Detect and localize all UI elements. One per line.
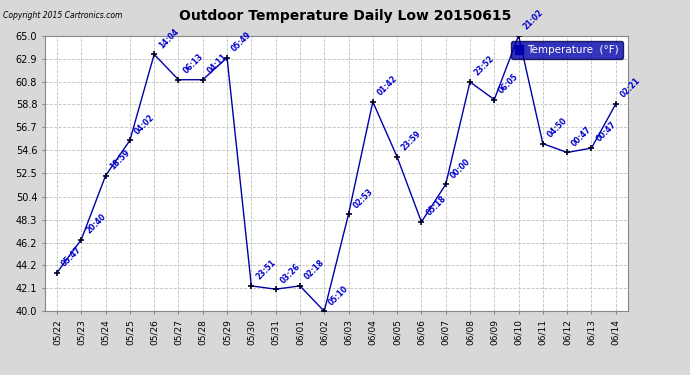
Text: 06:05: 06:05 bbox=[497, 72, 520, 95]
Text: 23:59: 23:59 bbox=[400, 129, 423, 153]
Text: 04:02: 04:02 bbox=[132, 113, 156, 136]
Text: 04:11: 04:11 bbox=[206, 52, 229, 75]
Text: 00:00: 00:00 bbox=[448, 157, 472, 180]
Text: 04:50: 04:50 bbox=[546, 116, 569, 140]
Text: 14:04: 14:04 bbox=[157, 27, 180, 50]
Text: 21:02: 21:02 bbox=[522, 8, 545, 32]
Text: Copyright 2015 Cartronics.com: Copyright 2015 Cartronics.com bbox=[3, 11, 123, 20]
Text: 18:59: 18:59 bbox=[108, 148, 132, 171]
Text: 00:47: 00:47 bbox=[570, 125, 593, 148]
Text: 02:21: 02:21 bbox=[618, 76, 642, 100]
Text: 01:42: 01:42 bbox=[375, 74, 399, 98]
Text: 05:47: 05:47 bbox=[60, 245, 83, 268]
Text: 05:10: 05:10 bbox=[327, 284, 351, 307]
Text: Outdoor Temperature Daily Low 20150615: Outdoor Temperature Daily Low 20150615 bbox=[179, 9, 511, 23]
Legend: Temperature  (°F): Temperature (°F) bbox=[511, 41, 622, 59]
Text: 00:47: 00:47 bbox=[594, 120, 618, 144]
Text: 23:52: 23:52 bbox=[473, 54, 496, 78]
Text: 03:26: 03:26 bbox=[279, 262, 302, 285]
Text: 05:18: 05:18 bbox=[424, 194, 448, 218]
Text: 05:49: 05:49 bbox=[230, 30, 253, 54]
Text: 02:53: 02:53 bbox=[351, 187, 375, 210]
Text: 20:40: 20:40 bbox=[84, 212, 108, 236]
Text: 23:51: 23:51 bbox=[254, 258, 277, 282]
Text: 06:13: 06:13 bbox=[181, 52, 205, 75]
Text: 02:18: 02:18 bbox=[303, 258, 326, 282]
